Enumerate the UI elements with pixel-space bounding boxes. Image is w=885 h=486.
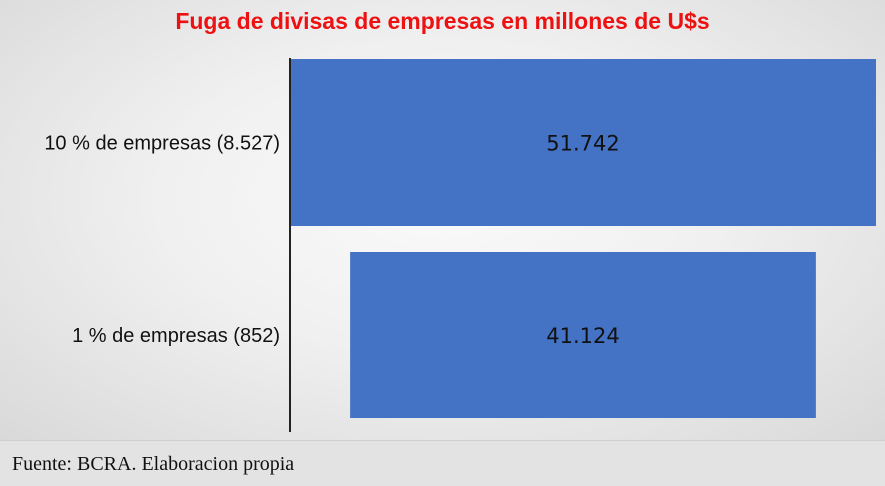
- bar-value-label-1: 41.124: [546, 324, 619, 348]
- bar-0: [290, 59, 876, 226]
- category-label-1: 1 % de empresas (852): [72, 325, 280, 347]
- bar-1: [350, 252, 816, 418]
- bar-value-label-0: 51.742: [546, 132, 619, 156]
- chart-title: Fuga de divisas de empresas en millones …: [175, 8, 710, 34]
- chart-area: 51.742 10 % de empresas (8.527) 41.124 1 % …: [0, 0, 885, 440]
- footer: Fuente: BCRA. Elaboracion propia: [0, 440, 885, 486]
- category-label-0: 10 % de empresas (8.527): [44, 133, 280, 155]
- source-note: Fuente: BCRA. Elaboracion propia: [12, 453, 295, 475]
- bar-chart: 51.742 10 % de empresas (8.527) 41.124 1 % …: [44, 58, 876, 432]
